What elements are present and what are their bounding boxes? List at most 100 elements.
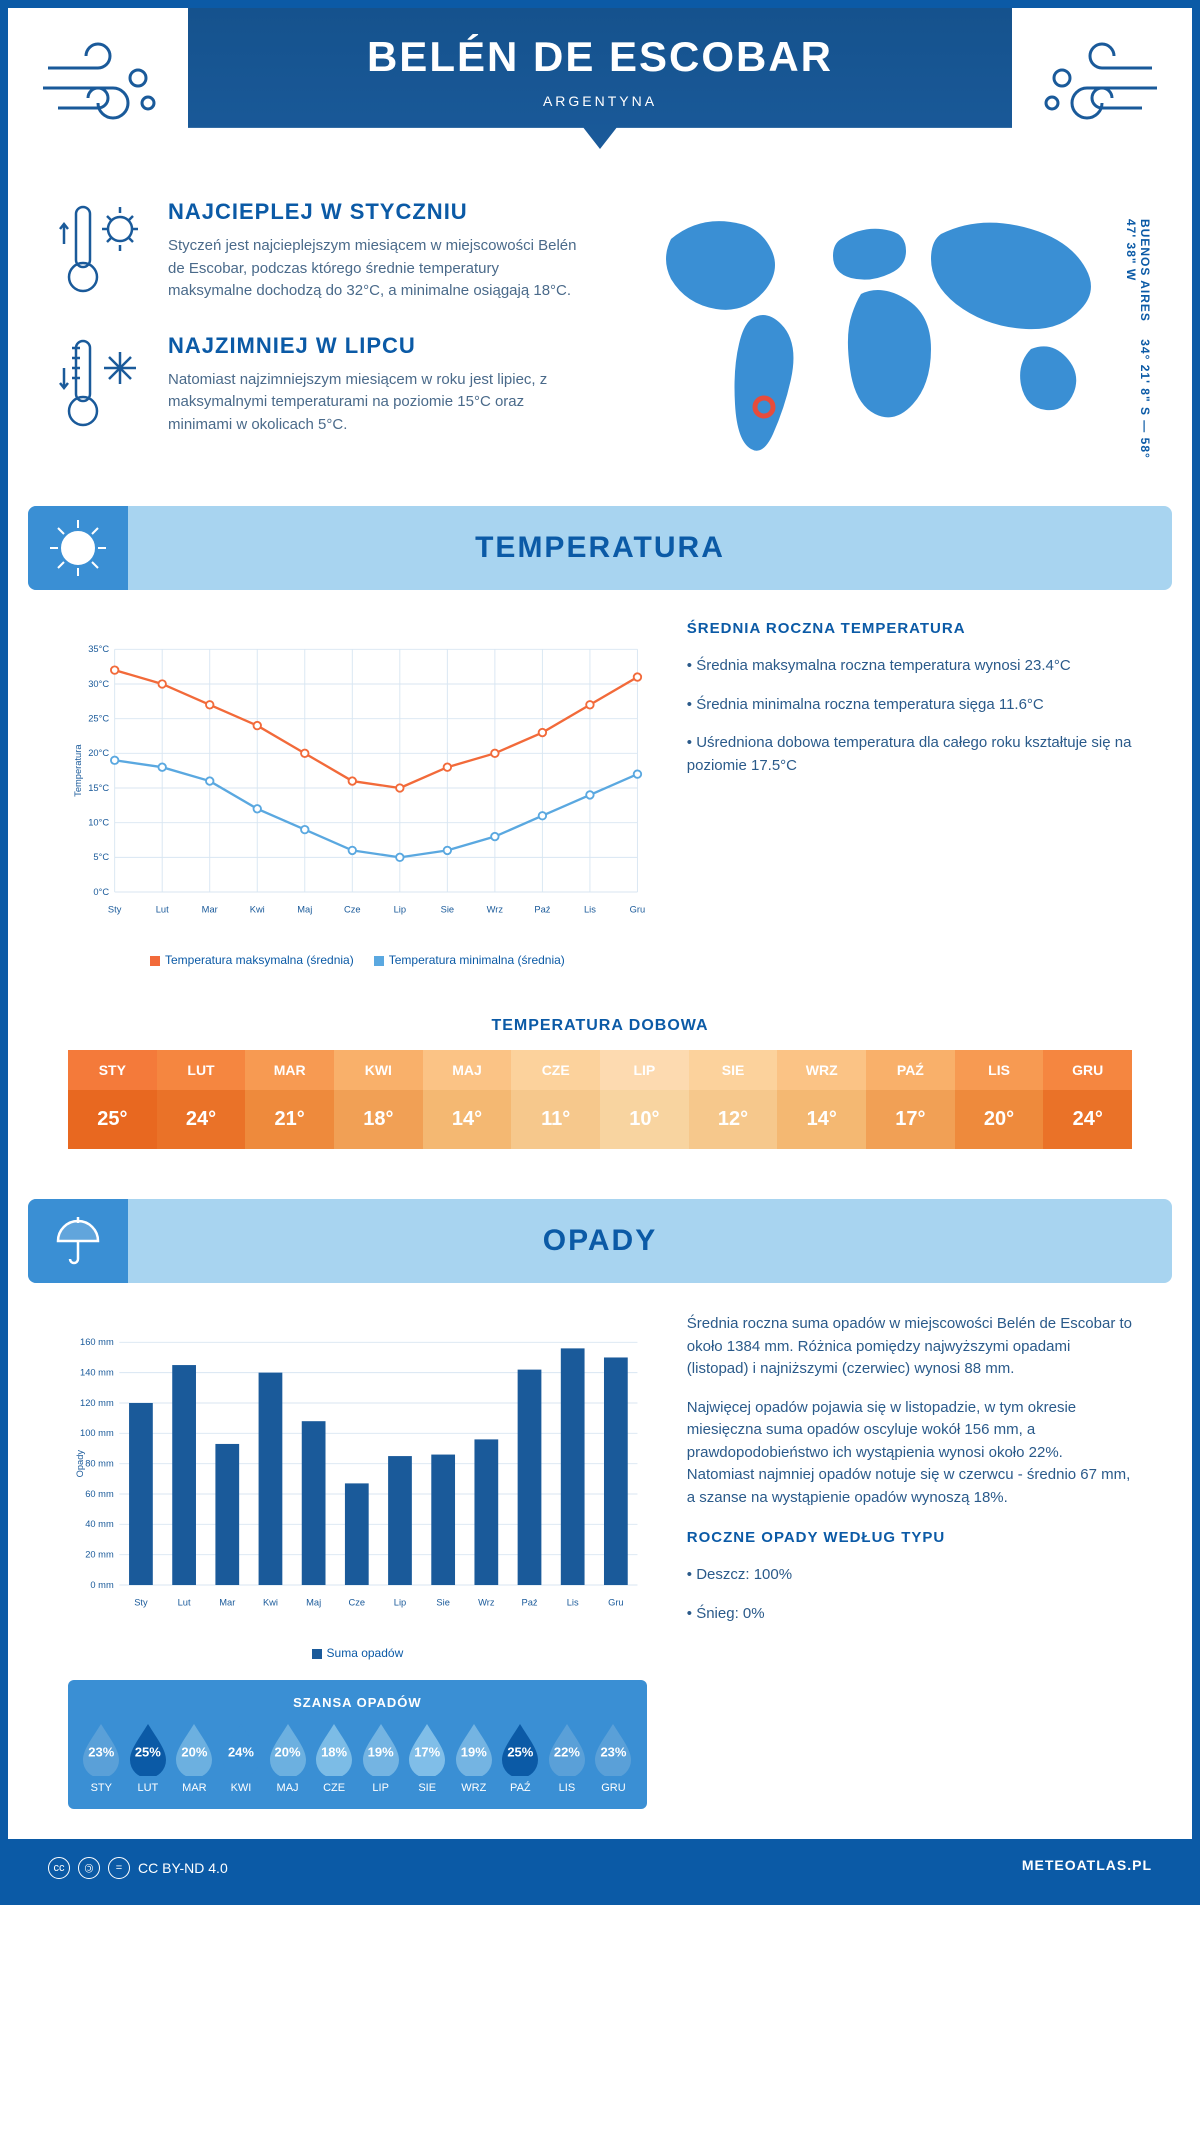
intro-section: NAJCIEPLEJ W STYCZNIU Styczeń jest najci… <box>8 179 1192 506</box>
svg-text:Kwi: Kwi <box>263 1598 278 1608</box>
table-col: MAR 21° <box>245 1050 334 1149</box>
rain-chance-drop: 18% CZE <box>312 1722 356 1794</box>
site-name: METEOATLAS.PL <box>1022 1857 1152 1879</box>
table-col: PAŹ 17° <box>866 1050 955 1149</box>
table-col: KWI 18° <box>334 1050 423 1149</box>
svg-text:Sie: Sie <box>441 905 454 915</box>
page-header: BELÉN DE ESCOBAR ARGENTYNA <box>188 8 1012 149</box>
nd-icon: = <box>108 1857 130 1879</box>
svg-text:30°C: 30°C <box>88 679 109 689</box>
svg-text:5°C: 5°C <box>93 852 109 862</box>
svg-text:Sty: Sty <box>134 1598 148 1608</box>
table-col: CZE 11° <box>511 1050 600 1149</box>
svg-text:Mar: Mar <box>202 905 218 915</box>
svg-text:140 mm: 140 mm <box>80 1367 114 1377</box>
thermometer-sun-icon <box>58 199 148 299</box>
svg-text:25°C: 25°C <box>88 713 109 723</box>
svg-text:0 mm: 0 mm <box>90 1580 114 1590</box>
temp-legend: Temperatura maksymalna (średnia) Tempera… <box>68 953 647 967</box>
svg-text:20°C: 20°C <box>88 748 109 758</box>
svg-text:Cze: Cze <box>349 1598 366 1608</box>
svg-text:Cze: Cze <box>344 905 361 915</box>
coldest-fact: NAJZIMNIEJ W LIPCU Natomiast najzimniejs… <box>58 333 580 437</box>
svg-text:35°C: 35°C <box>88 644 109 654</box>
warmest-fact: NAJCIEPLEJ W STYCZNIU Styczeń jest najci… <box>58 199 580 303</box>
svg-text:100 mm: 100 mm <box>80 1428 114 1438</box>
warmest-text: Styczeń jest najcieplejszym miesiącem w … <box>168 235 580 303</box>
cc-icon: cc <box>48 1857 70 1879</box>
sun-icon <box>28 506 128 590</box>
license-text: CC BY-ND 4.0 <box>138 1860 228 1876</box>
table-col: SIE 12° <box>689 1050 778 1149</box>
wind-icon <box>1022 38 1162 138</box>
svg-text:Lip: Lip <box>394 905 406 915</box>
svg-text:60 mm: 60 mm <box>85 1489 114 1499</box>
svg-text:160 mm: 160 mm <box>80 1337 114 1347</box>
svg-text:Sty: Sty <box>108 905 122 915</box>
svg-text:80 mm: 80 mm <box>85 1458 114 1468</box>
wind-icon <box>38 38 178 138</box>
rain-chance-box: SZANSA OPADÓW 23% STY 25% LUT 20% MAR 24… <box>68 1680 647 1809</box>
svg-text:40 mm: 40 mm <box>85 1519 114 1529</box>
svg-text:Sie: Sie <box>436 1598 449 1608</box>
svg-text:120 mm: 120 mm <box>80 1398 114 1408</box>
svg-text:Lis: Lis <box>584 905 596 915</box>
table-col: WRZ 14° <box>777 1050 866 1149</box>
precipitation-bar-chart: 0 mm 20 mm 40 mm 60 mm 80 mm 100 mm 120 mm 140 … <box>68 1313 647 1633</box>
svg-text:Gru: Gru <box>630 905 646 915</box>
rain-chance-drop: 25% PAŹ <box>498 1722 542 1794</box>
temp-summary: ŚREDNIA ROCZNA TEMPERATURA • Średnia mak… <box>687 620 1132 967</box>
svg-text:Gru: Gru <box>608 1598 624 1608</box>
svg-text:20 mm: 20 mm <box>85 1549 114 1559</box>
table-col: MAJ 14° <box>423 1050 512 1149</box>
rain-chance-drop: 19% LIP <box>359 1722 403 1794</box>
world-map <box>620 199 1142 459</box>
daily-temp-title: TEMPERATURA DOBOWA <box>8 1017 1192 1035</box>
thermometer-snow-icon <box>58 333 148 433</box>
rain-chance-drop: 20% MAJ <box>266 1722 310 1794</box>
country-subtitle: ARGENTYNA <box>188 93 1012 109</box>
city-title: BELÉN DE ESCOBAR <box>188 33 1012 81</box>
svg-text:Lis: Lis <box>567 1598 579 1608</box>
svg-text:Mar: Mar <box>219 1598 235 1608</box>
svg-text:Lut: Lut <box>178 1598 191 1608</box>
svg-text:Opady: Opady <box>75 1450 85 1478</box>
daily-temp-table: STY 25° LUT 24° MAR 21° KWI 18° MAJ 14° … <box>68 1050 1132 1149</box>
svg-text:10°C: 10°C <box>88 817 109 827</box>
rain-chance-drop: 24% KWI <box>219 1722 263 1794</box>
coldest-title: NAJZIMNIEJ W LIPCU <box>168 333 580 359</box>
rain-chance-drop: 23% GRU <box>591 1722 635 1794</box>
coldest-text: Natomiast najzimniejszym miesiącem w rok… <box>168 369 580 437</box>
svg-text:Wrz: Wrz <box>478 1598 495 1608</box>
umbrella-icon <box>28 1199 128 1283</box>
warmest-title: NAJCIEPLEJ W STYCZNIU <box>168 199 580 225</box>
page-footer: cc 🄯 = CC BY-ND 4.0 METEOATLAS.PL <box>8 1839 1192 1897</box>
svg-text:Maj: Maj <box>306 1598 321 1608</box>
table-col: LIP 10° <box>600 1050 689 1149</box>
temp-section-bar: TEMPERATURA <box>28 506 1172 590</box>
rain-chance-drop: 20% MAR <box>172 1722 216 1794</box>
rain-chance-drop: 23% STY <box>79 1722 123 1794</box>
table-col: LUT 24° <box>157 1050 246 1149</box>
rain-summary: Średnia roczna suma opadów w miejscowośc… <box>687 1313 1132 1809</box>
svg-text:Lut: Lut <box>156 905 169 915</box>
rain-chance-drop: 25% LUT <box>126 1722 170 1794</box>
coordinates: BUENOS AIRES 34° 21' 8" S — 58° 47' 38" … <box>1124 219 1152 466</box>
rain-legend: Suma opadów <box>68 1646 647 1660</box>
table-col: STY 25° <box>68 1050 157 1149</box>
svg-text:Maj: Maj <box>297 905 312 915</box>
rain-section-bar: OPADY <box>28 1199 1172 1283</box>
svg-text:15°C: 15°C <box>88 783 109 793</box>
svg-text:Paź: Paź <box>534 905 550 915</box>
table-col: LIS 20° <box>955 1050 1044 1149</box>
by-icon: 🄯 <box>78 1857 100 1879</box>
svg-text:Wrz: Wrz <box>487 905 504 915</box>
rain-chance-drop: 17% SIE <box>405 1722 449 1794</box>
svg-text:0°C: 0°C <box>93 887 109 897</box>
svg-text:Lip: Lip <box>394 1598 406 1608</box>
rain-chance-drop: 19% WRZ <box>452 1722 496 1794</box>
temperature-line-chart: 0°C 5°C 10°C 15°C 20°C 25°C 30°C 35°C Sty Lut Mar K… <box>68 620 647 940</box>
svg-text:Temperatura: Temperatura <box>73 744 83 797</box>
rain-chance-drop: 22% LIS <box>545 1722 589 1794</box>
svg-text:Kwi: Kwi <box>250 905 265 915</box>
